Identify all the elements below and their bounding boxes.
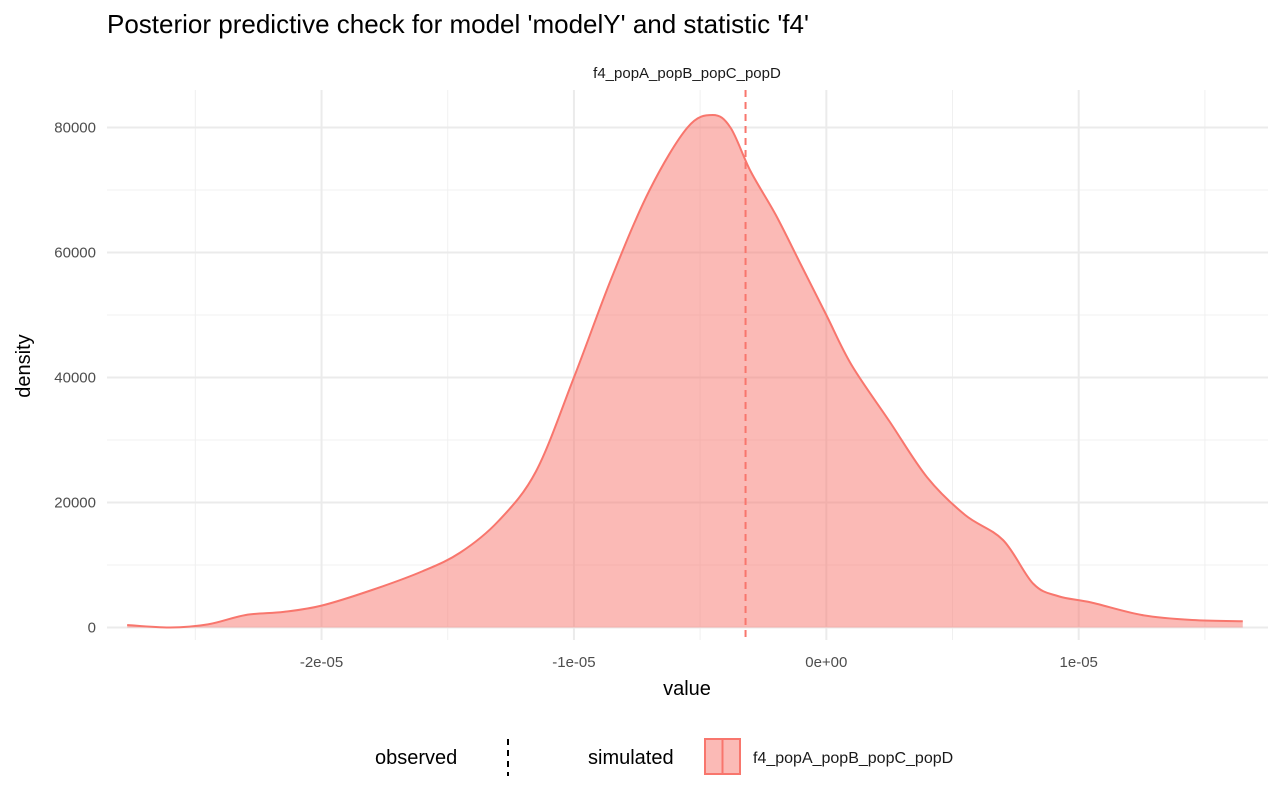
x-tick-label: -1e-05 [552, 654, 595, 671]
y-tick-label: 40000 [54, 370, 96, 387]
x-tick-label: 1e-05 [1060, 654, 1098, 671]
legend-simulated-title: simulated [588, 747, 674, 769]
x-tick-label: 0e+00 [805, 654, 847, 671]
y-tick-label: 60000 [54, 245, 96, 262]
legend-observed-title: observed [375, 747, 457, 769]
x-tick-label: -2e-05 [300, 654, 343, 671]
density-line [127, 113, 1243, 629]
y-axis-title: density [13, 334, 35, 397]
legend: observed simulated f4_popA_popB_popC_pop… [375, 738, 953, 776]
y-tick-label: 0 [88, 620, 96, 637]
y-tick-label: 80000 [54, 120, 96, 137]
density-area [127, 115, 1243, 628]
y-axis-ticks: 0 20000 40000 60000 80000 [54, 120, 96, 637]
facet-strip-label: f4_popA_popB_popC_popD [593, 65, 781, 82]
x-axis-title: value [663, 678, 711, 700]
y-tick-label: 20000 [54, 495, 96, 512]
density-layer [127, 113, 1243, 629]
chart-title: Posterior predictive check for model 'mo… [107, 9, 809, 39]
x-axis-ticks: -2e-05 -1e-05 0e+00 1e-05 [300, 654, 1098, 671]
legend-simulated-label: f4_popA_popB_popC_popD [753, 750, 953, 767]
